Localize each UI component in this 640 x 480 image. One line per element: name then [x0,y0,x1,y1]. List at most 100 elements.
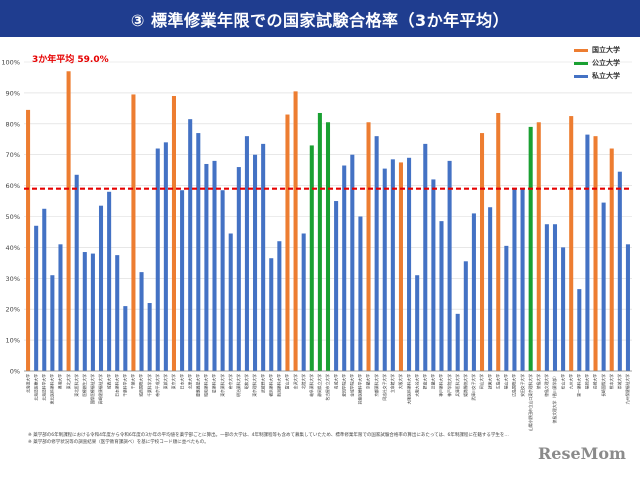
x-tick-label: 徳島文理大学（香川薬学部） [552,374,557,423]
x-tick-label: 福岡大学 [585,374,590,389]
bar [147,303,152,371]
bar-chart: 0%10%20%30%40%50%60%70%80%90%100%北海道大学 北海… [1,59,632,431]
x-tick-label: 東北医科薬科大学 [50,374,55,405]
chart-title: ③ 標準修業年限での国家試験合格率（3か年平均） [130,10,510,30]
x-tick-label: 崇城大学 [617,374,622,389]
bar [496,112,501,372]
x-tick-label: 名城大学 [333,374,338,389]
x-tick-label: 大阪大谷大学 [414,374,419,397]
footnote-2: ※ 薬学部の修学状況等の調査結果（医学教育課調べ）を基に学校コード順に並べたもの… [28,440,209,445]
x-tick-label: 奥羽大学 [58,374,63,389]
y-tick-label: 80% [6,120,20,128]
x-tick-label: 第一薬科大学 [577,374,582,397]
bar [447,160,452,371]
x-tick-label: 昭和薬科大学 [204,374,209,397]
x-tick-label: 高崎健康福祉大学 [98,374,103,405]
bar [204,163,209,371]
bar [66,71,71,372]
bar [82,252,87,371]
bar [131,94,136,371]
bar [309,145,314,371]
x-tick-label: 大阪大学 [398,374,403,389]
y-tick-label: 30% [6,275,20,283]
x-tick-label: 明治薬科大学 [236,374,241,397]
x-tick-label: 神戸薬科大学 [439,374,444,397]
y-tick-label: 0% [10,368,20,376]
x-tick-label: 新潟薬科大学 [277,374,282,397]
bar [155,148,160,371]
average-label: 3か年平均 59.0% [32,55,109,65]
bar [236,167,241,371]
x-tick-label: 星薬科大学 [212,374,217,393]
bar [196,133,201,371]
x-tick-label: 熊本大学 [609,374,614,389]
legend-swatch-public [574,61,588,65]
bar [293,91,298,371]
bar [350,154,355,371]
x-tick-label: 岡山大学 [479,374,484,389]
x-tick-label: 愛知学院大学 [341,374,346,397]
x-tick-label: 鈴鹿医療科学大学 [358,374,363,405]
bar [536,122,541,371]
x-tick-label: 北海道科学大学 [41,374,46,401]
x-tick-label: 国際医療福祉大学 [90,374,95,405]
bar [212,160,217,371]
x-tick-label: 福山大学 [504,374,509,389]
bar [625,244,630,371]
bar [253,154,258,371]
legend-swatch-private [574,74,588,78]
bar [455,313,460,371]
y-tick-label: 10% [6,337,20,345]
x-tick-label: 摂南大学 [422,374,427,389]
x-tick-label: 九州大学 [568,374,573,389]
bar [463,261,468,371]
x-tick-label: 金沢大学 [293,374,298,389]
bar [423,143,428,371]
bar [50,275,55,371]
bar [180,190,185,371]
bar [277,241,282,371]
x-tick-label: 武庫川女子大学 [471,374,476,401]
footnote-1: ※ 薬学部の6年制課程における令和4年度から令和6年度の3か年の平均値を薬学部ご… [28,433,509,438]
legend-item-private: 私立大学 [574,70,638,82]
bar [26,109,31,372]
bar [504,245,509,371]
bar [42,208,47,371]
bar [34,225,39,371]
bar [374,136,379,371]
bar [74,174,79,371]
x-tick-label: 就実大学 [487,374,492,389]
y-tick-label: 90% [6,89,20,97]
bar [577,289,582,371]
x-tick-label: 千葉大学 [131,374,136,389]
y-tick-label: 40% [6,244,20,252]
bar [569,116,574,371]
bar [617,171,622,371]
legend-item-public: 公立大学 [574,57,638,69]
bar [301,233,306,371]
x-tick-label: 長崎国際大学 [601,374,606,397]
x-tick-label: 北海道大学 [25,374,30,393]
bar [382,168,387,371]
bar [480,133,485,371]
y-tick-label: 20% [6,306,20,314]
bar [609,148,614,371]
bar [561,247,566,371]
x-tick-label: 東京薬科大学 [220,374,225,397]
bar [390,159,395,371]
x-tick-label: 城西大学 [106,374,111,389]
bar [188,119,193,371]
bar [163,142,168,371]
legend-label-public: 公立大学 [592,59,620,67]
bar [528,126,533,371]
bar [512,188,517,371]
x-tick-label: 東北大学 [66,374,71,389]
x-tick-label: 徳島文理大学 [544,374,549,397]
legend: 国立大学 公立大学 私立大学 [574,44,638,83]
x-tick-label: 北海道医療大学 [33,374,38,401]
bar [123,306,128,371]
x-tick-label: 近畿大学 [431,374,436,389]
bar [139,272,144,371]
x-tick-label: 広島大学 [495,374,500,389]
x-tick-label: 長崎大学 [593,374,598,389]
